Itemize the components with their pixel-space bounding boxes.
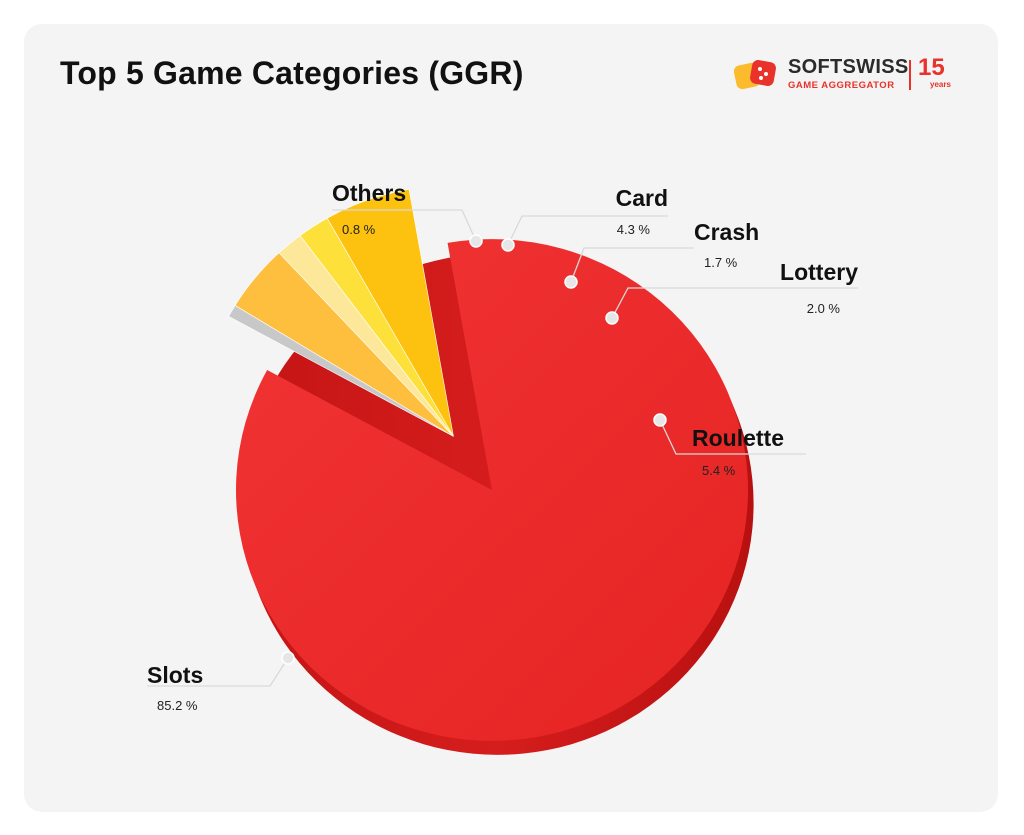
slice-value-card: 4.3 %: [617, 222, 651, 237]
leader-line-slots: [147, 657, 289, 687]
slice-label-roulette: Roulette: [692, 425, 784, 451]
anniversary-text: years: [930, 80, 951, 89]
slice-value-slots: 85.2 %: [157, 698, 198, 713]
brand-name: SOFTSWISS: [788, 56, 909, 78]
pie-slice-roulette: [326, 188, 454, 437]
slice-label-crash: Crash: [694, 219, 759, 245]
brand-divider: [909, 60, 911, 90]
leader-line-card: [507, 215, 668, 246]
chart-title: Top 5 Game Categories (GGR): [60, 55, 524, 91]
slice-value-crash: 1.7 %: [704, 255, 738, 270]
leader-line-others: [332, 209, 477, 242]
marker-dot-roulette: [653, 413, 667, 427]
marker-dot-crash: [564, 275, 578, 289]
slice-label-card: Card: [616, 185, 668, 211]
slice-label-lottery: Lottery: [780, 259, 858, 285]
brand-subtitle: GAME AGGREGATOR: [788, 80, 895, 91]
softswiss-logo-icon: [734, 60, 776, 90]
marker-dot-others: [469, 234, 483, 248]
slice-value-others: 0.8 %: [342, 222, 376, 237]
slice-value-lottery: 2.0 %: [807, 301, 841, 316]
brand-logo: SOFTSWISS GAME AGGREGATOR 15 years: [734, 54, 964, 96]
leader-line-roulette: [659, 419, 806, 455]
marker-dot-lottery: [605, 311, 619, 325]
leader-line-crash: [570, 247, 694, 283]
marker-dot-slots: [281, 651, 295, 665]
slice-value-roulette: 5.4 %: [702, 463, 736, 478]
marker-dot-card: [501, 238, 515, 252]
pie-slice-slots: [235, 239, 748, 741]
anniversary-number: 15: [918, 54, 945, 81]
slice-label-others: Others: [332, 180, 406, 206]
slice-label-slots: Slots: [147, 662, 203, 688]
leader-line-lottery: [611, 287, 858, 319]
